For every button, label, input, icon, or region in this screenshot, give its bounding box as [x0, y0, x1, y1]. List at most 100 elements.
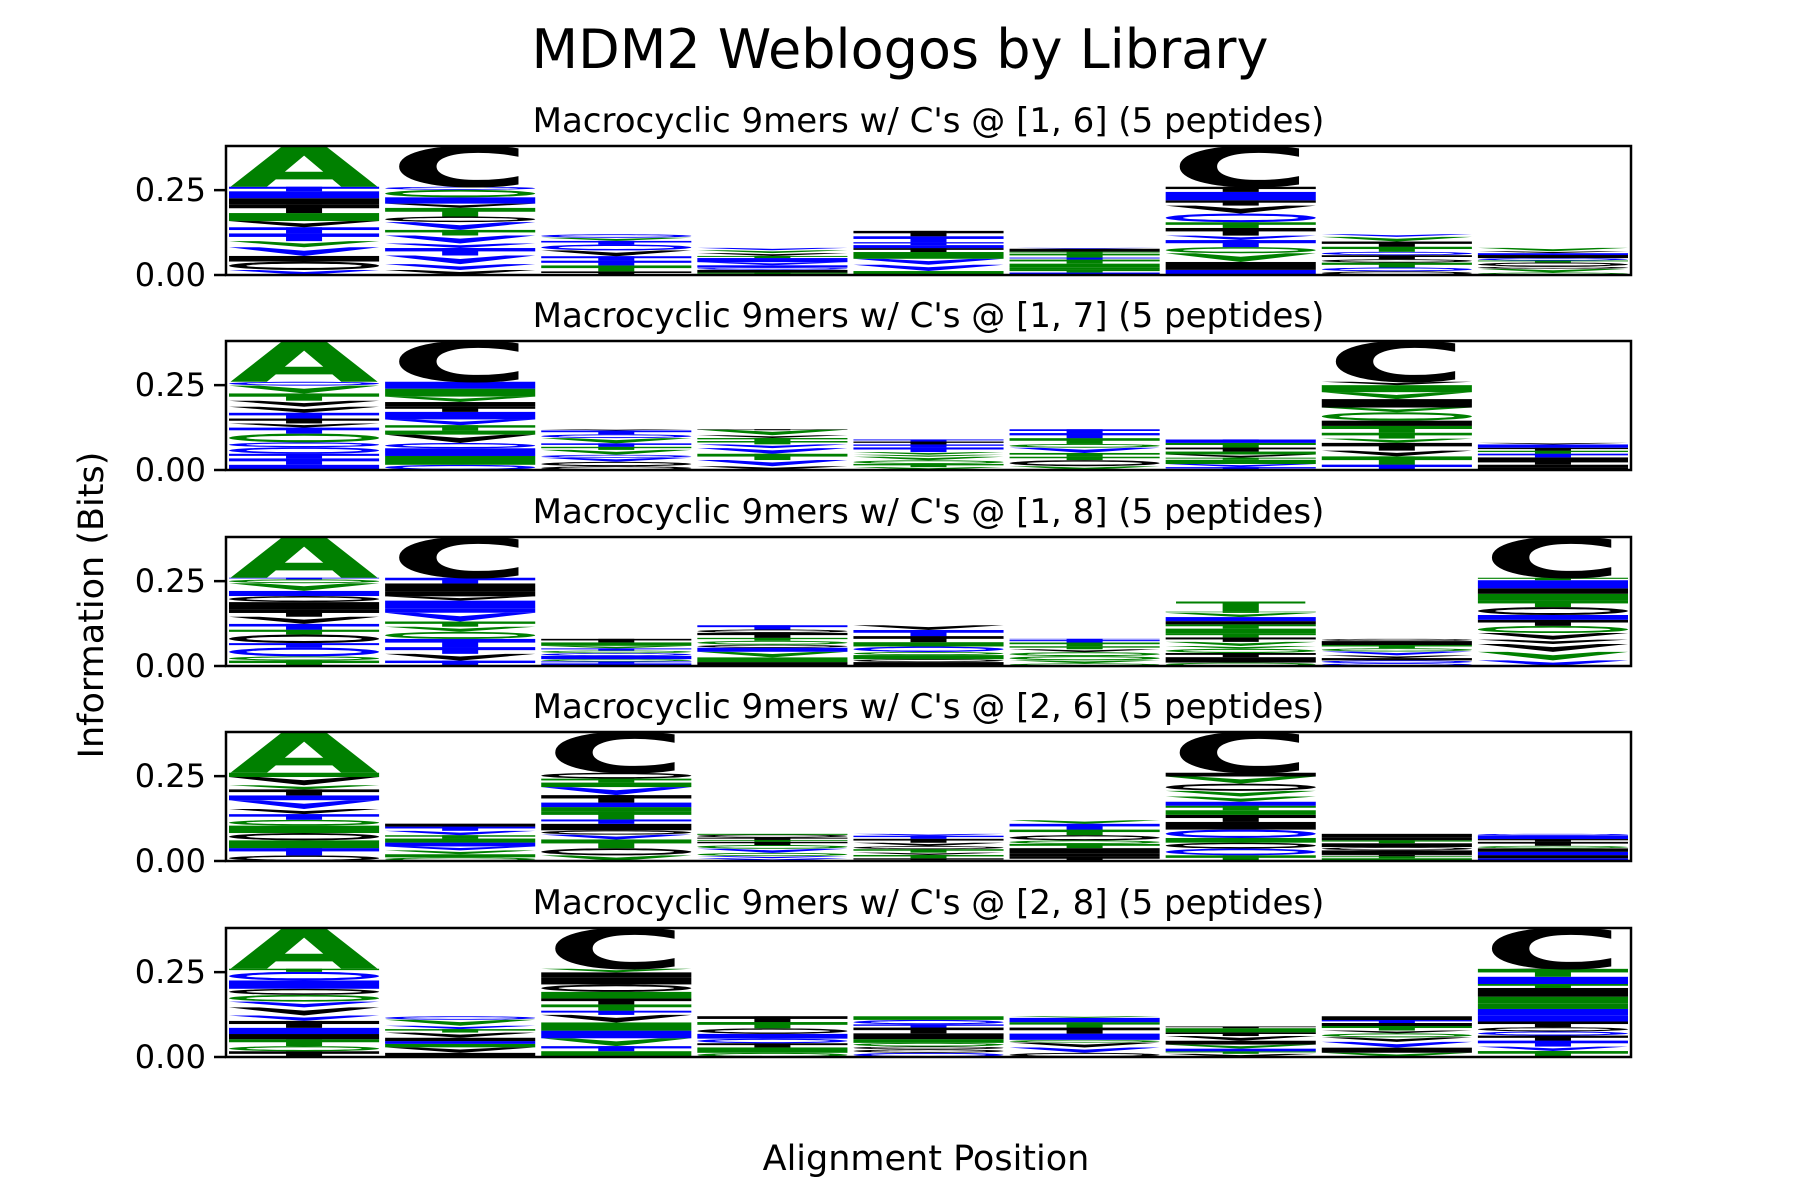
logo-column	[1477, 442, 1628, 470]
residue-glyph	[229, 423, 380, 428]
residue-glyph	[1477, 848, 1628, 852]
logo-column	[853, 833, 1004, 861]
residue-glyph-stem	[598, 265, 635, 272]
residue-glyph-stem	[1066, 829, 1103, 836]
residue-glyph	[1321, 407, 1472, 413]
residue-glyph-stem	[1066, 856, 1103, 861]
residue-glyph-stem	[442, 660, 479, 666]
residue-glyph	[385, 243, 536, 249]
residue-glyph	[853, 842, 1004, 847]
residue-glyph	[697, 856, 848, 859]
residue-glyph-stem	[754, 637, 791, 641]
residue-glyph	[1477, 268, 1628, 273]
residue-glyph-stem	[442, 1029, 479, 1033]
residue-glyph	[1321, 236, 1472, 242]
residue-glyph-stem	[1378, 255, 1415, 260]
residue-glyph	[385, 591, 536, 597]
panel-frame	[224, 339, 1633, 472]
dominant-residue: C	[1170, 732, 1311, 786]
residue-glyph	[385, 396, 536, 403]
residue-glyph-stem	[910, 854, 947, 859]
residue-glyph	[697, 662, 848, 666]
residue-glyph	[385, 583, 536, 592]
residue-glyph-stem	[1066, 843, 1103, 849]
residue-glyph-stem	[1066, 646, 1103, 650]
residue-glyph	[229, 785, 380, 790]
residue-glyph	[1165, 454, 1316, 458]
residue-glyph-stem	[286, 458, 323, 465]
residue-glyph-stem	[598, 271, 635, 275]
residue-glyph	[385, 608, 536, 613]
dominant-residue: A	[230, 146, 379, 200]
residue-glyph	[1165, 617, 1316, 622]
residue-glyph	[697, 833, 848, 835]
residue-glyph	[1321, 850, 1472, 855]
residue-glyph-stem	[286, 789, 323, 796]
residue-glyph	[1321, 392, 1472, 400]
logo-column: C	[1165, 732, 1316, 861]
logo-column	[1165, 439, 1316, 470]
residue-glyph	[1165, 790, 1316, 797]
residue-glyph	[1165, 235, 1316, 241]
residue-glyph	[1165, 1044, 1316, 1049]
residue-glyph	[229, 590, 380, 597]
residue-glyph	[385, 434, 536, 443]
y-tick-label: 0.00	[135, 256, 206, 294]
residue-glyph	[229, 980, 380, 989]
logo-panel: Macrocyclic 9mers w/ C's @ [2, 8] (5 pep…	[135, 883, 1633, 1076]
residue-glyph-stem	[1222, 611, 1259, 613]
residue-glyph	[385, 402, 536, 407]
residue-glyph-stem	[598, 819, 635, 824]
residue-glyph	[1165, 776, 1316, 784]
dominant-residue-letter: C	[1482, 917, 1623, 982]
residue-glyph	[541, 237, 692, 241]
y-tick-label: 0.00	[135, 451, 206, 489]
residue-glyph	[697, 258, 848, 263]
residue-glyph	[385, 1043, 536, 1048]
residue-glyph-stem	[1066, 642, 1103, 647]
residue-glyph-stem	[1534, 1021, 1571, 1028]
residue-glyph	[853, 271, 1004, 275]
residue-glyph	[229, 213, 380, 222]
residue-glyph	[229, 583, 380, 591]
residue-glyph	[385, 626, 536, 632]
residue-glyph	[853, 452, 1004, 455]
residue-glyph-stem	[442, 835, 479, 839]
residue-glyph	[1321, 420, 1472, 426]
residue-glyph	[697, 647, 848, 652]
dominant-residue: C	[390, 341, 531, 395]
panel-subtitle: Macrocyclic 9mers w/ C's @ [2, 8] (5 pep…	[533, 883, 1325, 923]
residue-glyph-stem	[1534, 1035, 1571, 1041]
residue-glyph	[1165, 1048, 1316, 1052]
residue-glyph-stem	[286, 577, 323, 580]
residue-glyph-stem	[1378, 854, 1415, 857]
logo-column	[697, 247, 848, 275]
residue-glyph	[697, 247, 848, 251]
residue-glyph	[1165, 657, 1316, 663]
residue-glyph-stem	[1066, 452, 1103, 457]
panel-subtitle: Macrocyclic 9mers w/ C's @ [1, 8] (5 pep…	[533, 492, 1325, 532]
residue-glyph-stem	[598, 839, 635, 849]
residue-glyph	[1165, 1036, 1316, 1041]
residue-glyph	[697, 265, 848, 268]
y-tick-label: 0.00	[135, 842, 206, 880]
residue-glyph	[1009, 1016, 1160, 1018]
residue-glyph	[385, 197, 536, 204]
residue-glyph-stem	[1222, 240, 1259, 248]
logo-column: T	[1165, 599, 1316, 666]
residue-glyph-stem	[1378, 1020, 1415, 1023]
residue-glyph	[1477, 660, 1628, 666]
residue-glyph-stem	[1222, 855, 1259, 861]
logo-column	[541, 638, 692, 666]
residue-glyph	[1321, 438, 1472, 443]
residue-glyph	[853, 245, 1004, 249]
residue-glyph	[541, 655, 692, 660]
logo-column	[697, 1016, 848, 1057]
residue-glyph-stem	[598, 998, 635, 1005]
residue-glyph-stem	[754, 453, 791, 461]
logo-panel: Macrocyclic 9mers w/ C's @ [1, 6] (5 pep…	[135, 101, 1633, 294]
dominant-residue-letter: A	[230, 721, 379, 786]
logo-column: C	[1477, 917, 1628, 1057]
residue-glyph	[385, 653, 536, 661]
residue-glyph-stem	[910, 447, 947, 453]
